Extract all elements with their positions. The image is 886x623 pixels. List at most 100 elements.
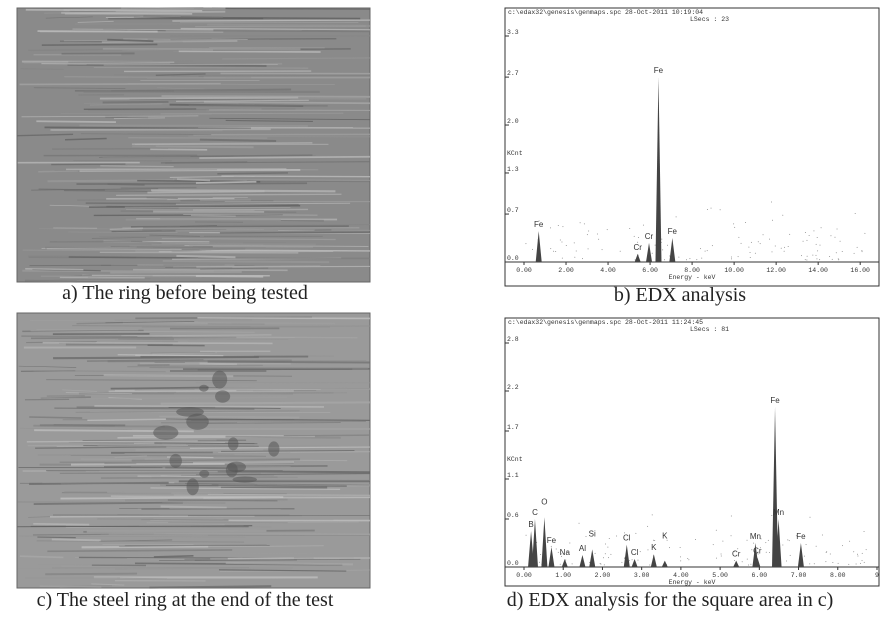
noise-dot xyxy=(712,544,714,546)
texture-streak xyxy=(100,165,174,168)
texture-streak xyxy=(45,246,171,250)
noise-dot xyxy=(715,557,717,559)
texture-streak xyxy=(56,445,188,447)
noise-dot xyxy=(559,239,561,241)
peak-label: Fe xyxy=(770,396,780,405)
x-tick-label: 0.00 xyxy=(516,267,532,274)
texture-streak xyxy=(107,359,292,363)
texture-streak xyxy=(29,416,83,419)
noise-dot xyxy=(834,236,836,238)
noise-dot xyxy=(538,561,540,563)
texture-streak xyxy=(24,279,77,283)
texture-streak xyxy=(217,470,371,474)
peak xyxy=(531,519,538,567)
texture-streak xyxy=(133,268,288,272)
texture-streak xyxy=(160,112,344,115)
noise-dot xyxy=(813,563,815,565)
noise-dot xyxy=(586,234,588,236)
peak-label: K xyxy=(662,532,668,541)
noise-dot xyxy=(649,564,651,566)
peak xyxy=(650,554,657,567)
peak xyxy=(797,543,804,567)
texture-streak xyxy=(86,529,267,533)
texture-streak xyxy=(38,170,78,173)
noise-dot xyxy=(769,238,771,240)
texture-streak xyxy=(178,50,321,53)
texture-streak xyxy=(86,396,287,400)
noise-dot xyxy=(561,555,563,557)
texture-streak xyxy=(165,105,214,109)
plot-frame xyxy=(504,317,880,587)
texture-streak xyxy=(99,96,299,100)
noise-dot xyxy=(550,545,552,547)
texture-streak xyxy=(176,99,309,102)
texture-streak xyxy=(129,381,171,383)
noise-dot xyxy=(757,241,759,243)
noise-dot xyxy=(816,258,818,260)
noise-dot xyxy=(573,242,575,244)
noise-dot xyxy=(853,252,855,254)
noise-dot xyxy=(651,252,653,254)
texture-streak xyxy=(107,491,224,495)
x-tick-label: 4.00 xyxy=(673,572,689,579)
plot-frame xyxy=(504,7,880,287)
noise-dot xyxy=(720,555,722,557)
noise-dot xyxy=(839,240,841,242)
peak-label: Na xyxy=(560,548,571,557)
texture-streak xyxy=(115,567,293,570)
texture-streak xyxy=(188,135,371,138)
noise-dot xyxy=(854,213,856,215)
noise-dot xyxy=(559,563,561,565)
texture-streak xyxy=(176,254,236,259)
noise-dot xyxy=(581,258,583,260)
texture-streak xyxy=(45,16,93,19)
texture-streak xyxy=(167,224,371,227)
texture-streak xyxy=(160,505,227,509)
x-tick-label: 5.00 xyxy=(712,572,728,579)
texture-streak xyxy=(221,450,355,452)
noise-dot xyxy=(540,554,542,556)
texture-streak xyxy=(65,137,107,141)
texture-streak xyxy=(199,155,371,159)
noise-dot xyxy=(720,553,722,555)
texture-streak xyxy=(89,103,163,106)
texture-streak xyxy=(33,370,166,373)
texture-streak xyxy=(110,495,280,498)
texture-streak xyxy=(227,557,371,560)
noise-dot xyxy=(837,258,839,260)
peak-label: Cr xyxy=(633,243,642,252)
noise-dot xyxy=(806,259,808,261)
x-tick-label: 6.00 xyxy=(642,267,658,274)
texture-streak xyxy=(190,154,313,158)
noise-dot xyxy=(688,559,690,561)
noise-dot xyxy=(861,560,863,562)
noise-dot xyxy=(860,562,862,564)
noise-dot xyxy=(771,251,773,253)
noise-dot xyxy=(787,246,789,248)
noise-dot xyxy=(711,245,713,247)
peak-label: B xyxy=(528,520,533,529)
x-tick-label: 12.00 xyxy=(766,267,786,274)
texture-streak xyxy=(154,442,258,445)
x-tick-label: 1.00 xyxy=(555,572,571,579)
wear-spot xyxy=(169,453,182,469)
noise-dot xyxy=(809,516,811,518)
texture-streak xyxy=(200,267,269,270)
wear-spot xyxy=(268,441,280,457)
noise-dot xyxy=(865,549,867,551)
noise-dot xyxy=(621,561,623,563)
noise-dot xyxy=(689,258,691,260)
noise-dot xyxy=(701,257,703,259)
noise-dot xyxy=(817,250,819,252)
noise-dot xyxy=(786,560,788,562)
caption: b) EDX analysis xyxy=(614,284,746,306)
noise-dot xyxy=(661,238,663,240)
edx-spectrum: c:\edax32\genesis\genmaps.spc 28-Oct-201… xyxy=(504,317,880,587)
texture-streak xyxy=(55,252,188,255)
noise-dot xyxy=(607,546,609,548)
noise-dot xyxy=(532,248,534,250)
texture-streak xyxy=(149,585,272,589)
noise-dot xyxy=(550,248,552,250)
texture-streak xyxy=(17,133,74,137)
x-tick-label: 4.00 xyxy=(600,267,616,274)
